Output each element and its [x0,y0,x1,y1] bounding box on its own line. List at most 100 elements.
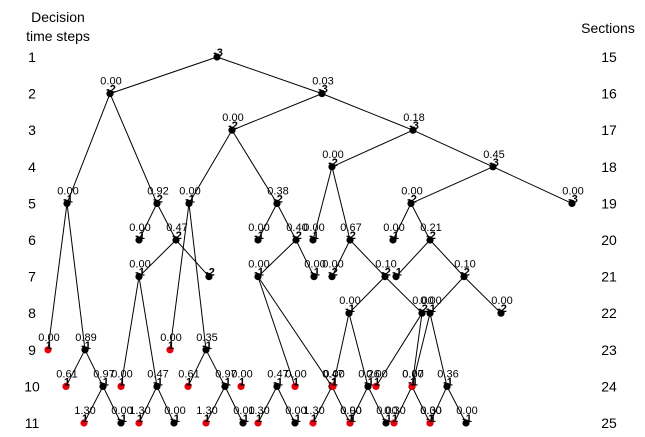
tree-edge [411,386,431,424]
node-probability: 0.36 [437,368,458,380]
node-action: 1 [137,413,143,425]
terminal-node: 0.001 [323,368,345,390]
time-step-label: 3 [28,122,36,138]
tree-edge [109,56,218,95]
node-probability: 0.00 [322,149,343,161]
terminal-node: 0.301 [420,405,442,427]
node-action: -1 [239,413,249,425]
decision-node: 0.38-2 [267,185,289,207]
tree-edge [410,166,494,204]
node-action: -1 [135,267,145,279]
node-action: -2 [328,267,338,279]
node-action: -1 [117,413,127,425]
tree-edge [65,349,86,387]
tree-edge [175,239,210,277]
decision-node: -3 [213,47,223,61]
node-probability: 0.00 [456,405,477,417]
decision-node: 0.67-2 [340,222,362,244]
node-marker [172,236,180,244]
tree-edge [276,386,296,424]
node-probability: 0.00 [304,259,325,271]
node-action: -2 [205,267,215,279]
node-action: 1 [82,413,88,425]
node-marker [345,309,353,317]
node-marker [135,419,143,427]
terminal-node: 0.001 [402,368,424,390]
node-action: -1 [345,303,355,315]
tree-edge [102,386,122,424]
node-marker [221,382,229,390]
tree-edge [205,386,226,424]
tree-edge [138,276,158,387]
decision-node: 0.00-1 [420,295,442,317]
node-probability: 0.35 [196,332,217,344]
node-action: 1 [46,340,52,352]
tree-edge [411,313,423,387]
node-marker [497,309,505,317]
section-label: 23 [601,342,617,358]
node-probability: 0.21 [420,222,441,234]
node-action: -1 [254,267,264,279]
node-action: -3 [318,84,328,96]
node-marker [63,199,71,207]
node-action: -3 [409,120,419,132]
node-action: -1 [426,413,436,425]
node-action: -1 [443,376,453,388]
node-probability: 0.26 [358,368,379,380]
node-probability: 0.00 [366,368,387,380]
node-action: 1 [392,413,398,425]
decision-node: 0.18-3 [403,112,425,134]
node-probability: 0.00 [323,368,344,380]
tree-edge [349,386,369,424]
node-probability: 0.00 [129,222,150,234]
node-action: -1 [408,376,418,388]
node-action: 1 [186,376,192,388]
node-probability: 0.47 [147,368,168,380]
node-marker [44,346,52,354]
tree-edge [392,203,412,241]
node-probability: 0.00 [160,332,181,344]
decision-node: 0.00-1 [383,222,405,244]
node-marker [309,236,317,244]
node-marker [202,419,210,427]
node-action: -2 [497,303,507,315]
terminal-node: 1.301 [74,405,96,427]
node-action: -2 [426,230,436,242]
decision-node: 0.03-3 [312,76,334,98]
decision-node: 0.00-1 [339,295,361,317]
node-probability: 0.00 [222,112,243,124]
tree-edge [138,203,158,241]
tree-edge [492,166,573,204]
time-step-label: 6 [28,232,36,248]
decision-node: 0.00-1 [304,259,326,281]
node-probability: 0.10 [375,259,396,271]
terminal-node: 0.001 [160,332,182,354]
node-marker [205,273,213,281]
node-marker [568,199,576,207]
tree-edge [429,276,465,314]
tree-edge [429,386,448,424]
node-probability: 0.00 [231,368,252,380]
section-label: 24 [601,378,617,394]
node-action: -1 [426,303,436,315]
decision-node: 0.00-1 [179,185,201,207]
time-step-label: 1 [28,49,36,65]
node-action: -2 [228,120,238,132]
decision-node: 0.47-1 [147,368,169,390]
node-marker [273,382,281,390]
terminal-node: 0.001 [38,332,60,354]
tree-edge [138,239,177,277]
decision-node: 0.89-1 [75,332,97,354]
node-action: -2 [328,157,338,169]
tree-edge [224,386,244,424]
node-probability: 0.00 [129,259,150,271]
node-action: -3 [489,157,499,169]
tree-edge [412,129,494,168]
node-action: -1 [309,230,319,242]
time-step-label: 2 [28,86,36,102]
decision-node: 0.92-2 [147,185,169,207]
node-action: 1 [331,376,337,388]
node-marker [62,382,70,390]
tree-edge [188,203,207,350]
